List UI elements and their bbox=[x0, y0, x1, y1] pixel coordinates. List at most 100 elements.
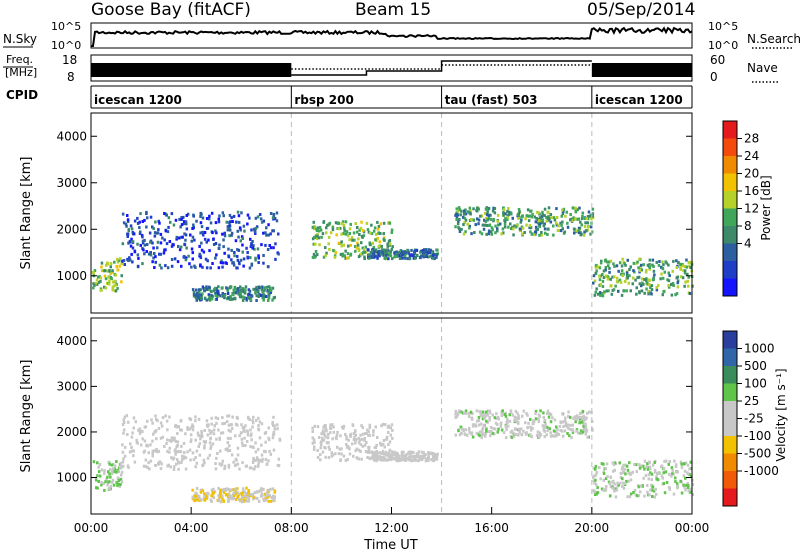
echo-cell bbox=[119, 477, 123, 481]
echo-cell bbox=[244, 444, 247, 447]
echo-cell bbox=[517, 414, 520, 418]
echo-cell bbox=[501, 409, 504, 413]
echo-cell bbox=[479, 412, 482, 416]
echo-cell bbox=[676, 285, 680, 289]
echo-cell bbox=[605, 289, 609, 293]
echo-cell bbox=[686, 486, 690, 489]
echo-cell bbox=[100, 468, 104, 472]
echo-cell bbox=[592, 274, 596, 278]
echo-cell bbox=[274, 257, 277, 261]
echo-cell bbox=[200, 432, 204, 435]
echo-cell bbox=[126, 232, 130, 236]
echo-cell bbox=[572, 416, 575, 420]
echo-cell bbox=[408, 257, 412, 261]
echo-cell bbox=[164, 414, 167, 418]
echo-cell bbox=[212, 243, 216, 246]
echo-cell bbox=[375, 232, 378, 236]
echo-cell bbox=[613, 482, 616, 486]
echo-cell bbox=[679, 479, 682, 483]
echo-cell bbox=[235, 458, 238, 462]
echo-cell bbox=[350, 236, 354, 240]
echo-cell bbox=[431, 453, 435, 457]
echo-cell bbox=[385, 436, 389, 440]
echo-cell bbox=[167, 216, 171, 220]
echo-cell bbox=[209, 447, 212, 450]
echo-cell bbox=[529, 428, 533, 432]
echo-cell bbox=[223, 231, 226, 235]
echo-cell bbox=[183, 255, 186, 258]
echo-cell bbox=[196, 494, 199, 498]
echo-cell bbox=[198, 244, 201, 248]
echo-cell bbox=[184, 432, 187, 436]
echo-cell bbox=[502, 213, 505, 217]
echo-cell bbox=[223, 421, 226, 425]
echo-cell bbox=[346, 252, 350, 256]
echo-cell bbox=[94, 281, 97, 285]
echo-cell bbox=[213, 286, 217, 290]
echo-cell bbox=[227, 500, 230, 503]
echo-cell bbox=[192, 290, 196, 294]
echo-cell bbox=[595, 287, 598, 291]
echo-cell bbox=[526, 425, 529, 429]
echo-cell bbox=[197, 290, 201, 294]
echo-cell bbox=[606, 260, 609, 264]
echo-cell bbox=[679, 266, 682, 270]
echo-cell bbox=[626, 468, 630, 472]
echo-cell bbox=[338, 447, 342, 451]
echo-cell bbox=[145, 225, 148, 229]
colorbar-tick-label: -100 bbox=[744, 429, 771, 443]
echo-cell bbox=[252, 421, 255, 425]
echo-cell bbox=[688, 473, 691, 477]
echo-cell bbox=[368, 450, 371, 454]
echo-cell bbox=[601, 279, 605, 283]
echo-cell bbox=[468, 224, 471, 228]
echo-cell bbox=[491, 413, 494, 417]
echo-cell bbox=[492, 206, 495, 210]
echo-region bbox=[592, 459, 695, 499]
echo-cell bbox=[464, 218, 468, 222]
echo-cell bbox=[562, 425, 565, 429]
echo-cell bbox=[146, 216, 149, 220]
echo-cell bbox=[128, 450, 132, 454]
echo-cell bbox=[654, 487, 657, 491]
echo-cell bbox=[682, 483, 685, 487]
echo-cell bbox=[190, 438, 193, 442]
echo-cell bbox=[386, 242, 389, 246]
echo-cell bbox=[154, 220, 157, 224]
echo-cell bbox=[689, 487, 692, 491]
echo-cell bbox=[145, 250, 148, 253]
echo-cell bbox=[122, 421, 126, 424]
echo-cell bbox=[652, 489, 656, 493]
echo-cell bbox=[566, 425, 569, 429]
echo-cell bbox=[632, 261, 636, 265]
echo-cell bbox=[599, 283, 602, 287]
echo-cell bbox=[137, 256, 140, 260]
echo-cell bbox=[356, 226, 359, 229]
echo-cell bbox=[221, 261, 225, 265]
echo-cell bbox=[638, 463, 641, 467]
echo-cell bbox=[113, 279, 117, 283]
echo-cell bbox=[547, 415, 551, 419]
echo-cell bbox=[667, 263, 670, 267]
echo-cell bbox=[208, 428, 211, 432]
echo-cell bbox=[370, 232, 374, 236]
echo-cell bbox=[354, 441, 357, 445]
echo-cell bbox=[175, 462, 178, 466]
echo-cell bbox=[211, 231, 214, 235]
echo-cell bbox=[561, 212, 565, 216]
echo-cell bbox=[312, 242, 315, 246]
echo-cell bbox=[536, 210, 539, 214]
colorbar-tick-label: 4 bbox=[744, 237, 752, 251]
echo-cell bbox=[168, 415, 171, 419]
echo-cell bbox=[544, 231, 547, 235]
echo-cell bbox=[312, 252, 316, 256]
echo-cell bbox=[251, 419, 254, 423]
echo-cell bbox=[662, 482, 666, 485]
echo-cell bbox=[162, 251, 166, 255]
echo-cell bbox=[396, 452, 399, 456]
echo-cell bbox=[687, 275, 690, 279]
echo-cell bbox=[422, 251, 425, 254]
echo-cell bbox=[143, 218, 146, 222]
echo-cell bbox=[357, 457, 361, 461]
